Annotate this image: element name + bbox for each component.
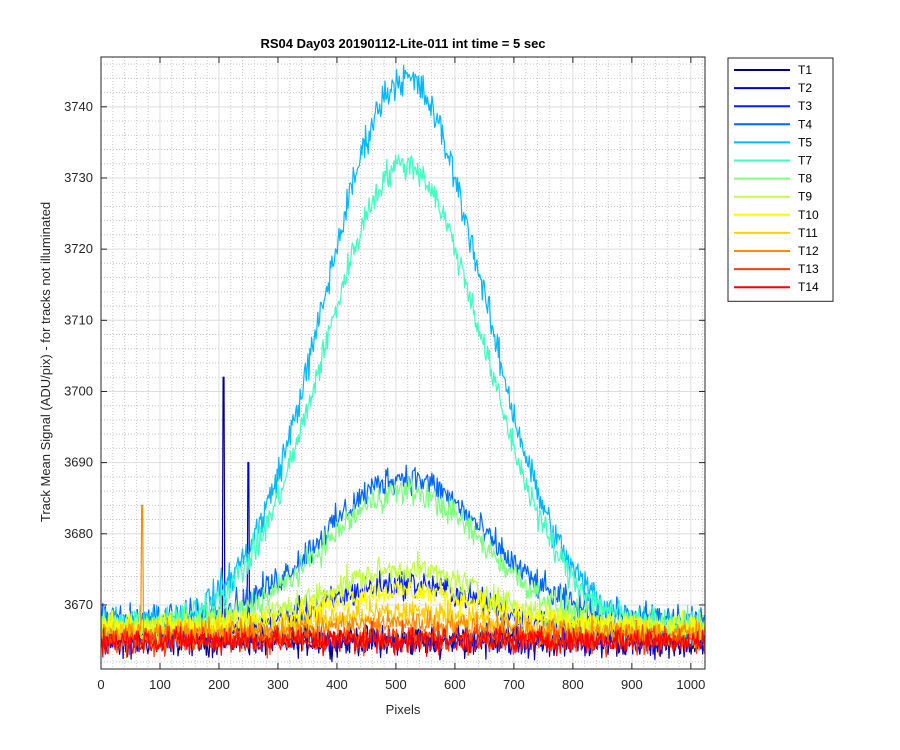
- x-tick-label: 1000: [676, 677, 705, 692]
- major-grid: [101, 57, 705, 669]
- minor-grid: [101, 57, 705, 669]
- legend-label-t13: T13: [798, 262, 819, 276]
- x-tick-label: 400: [326, 677, 348, 692]
- x-axis-label: Pixels: [386, 702, 421, 717]
- legend-label-t5: T5: [798, 135, 812, 149]
- legend-label-t1: T1: [798, 63, 812, 77]
- legend-label-t12: T12: [798, 244, 819, 258]
- y-tick-label: 3740: [64, 99, 93, 114]
- legend-label-t8: T8: [798, 172, 812, 186]
- x-tick-label: 300: [267, 677, 289, 692]
- legend-label-t14: T14: [798, 280, 819, 294]
- x-tick-label: 0: [97, 677, 104, 692]
- x-tick-label: 500: [385, 677, 407, 692]
- y-tick-label: 3680: [64, 526, 93, 541]
- y-tick-label: 3720: [64, 241, 93, 256]
- series-lines: [101, 64, 705, 663]
- plot-area: 0 100 200 300 400 500 600 700 800 900 1000 3670 3680…: [64, 56, 706, 692]
- y-tick-label: 3670: [64, 597, 93, 612]
- x-tick-label: 200: [208, 677, 230, 692]
- legend-label-t3: T3: [798, 99, 812, 113]
- series-line-t14: [101, 624, 705, 658]
- y-tick-label: 3730: [64, 170, 93, 185]
- series-line-t13: [101, 620, 705, 659]
- legend-label-t11: T11: [798, 226, 818, 240]
- legend-label-t10: T10: [798, 208, 819, 222]
- legend-box: [727, 57, 834, 302]
- y-tick-label: 3690: [64, 455, 93, 470]
- y-tick-label: 3700: [64, 383, 93, 398]
- legend-label-t2: T2: [798, 81, 812, 95]
- axes-box: [100, 56, 706, 670]
- x-tick-label: 700: [503, 677, 525, 692]
- legend-label-t4: T4: [798, 117, 812, 131]
- y-tick-label: 3710: [64, 312, 93, 327]
- chart-title: RS04 Day03 20190112-Lite-011 int time = …: [260, 36, 545, 51]
- series-line-t7: [101, 154, 705, 646]
- axis-ticks: 0 100 200 300 400 500 600 700 800 900 1000 3670 3680…: [64, 57, 705, 692]
- x-tick-label: 100: [149, 677, 171, 692]
- series-line-t12: [101, 504, 705, 650]
- legend-label-t9: T9: [798, 190, 812, 204]
- x-tick-label: 600: [444, 677, 466, 692]
- x-tick-label: 900: [621, 677, 643, 692]
- y-axis-label: Track Mean Signal (ADU/pix) - for tracks…: [38, 202, 53, 522]
- x-tick-label: 800: [562, 677, 584, 692]
- legend-label-t7: T7: [798, 154, 812, 168]
- legend: T1 T2 T3 T4 T5 T7 T8 T9 T10 T11 T12 T13 T14: [727, 57, 834, 302]
